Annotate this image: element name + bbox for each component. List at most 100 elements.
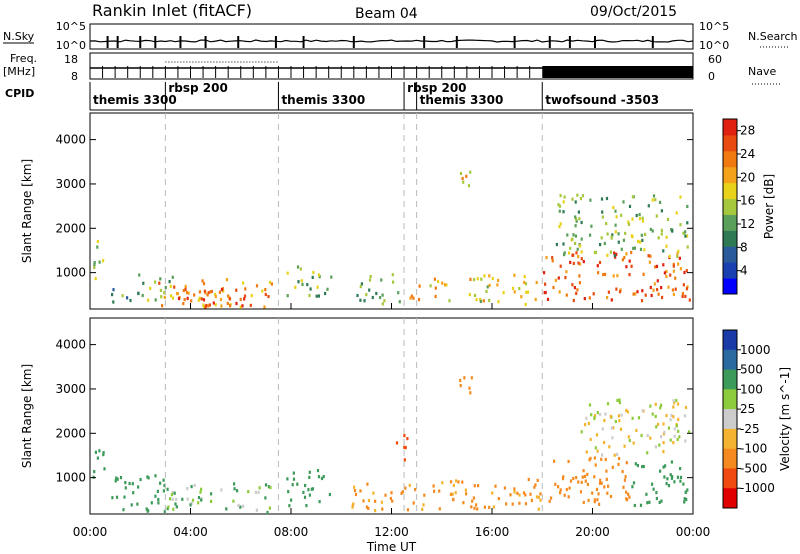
data-cell xyxy=(164,285,167,290)
velocity-colorbar-frame xyxy=(722,329,738,509)
data-cell xyxy=(102,259,105,263)
data-cell xyxy=(203,289,206,293)
data-cell xyxy=(596,498,599,502)
data-cell xyxy=(454,491,457,495)
data-cell xyxy=(605,477,608,481)
cpid-segment-label: rbsp 200 xyxy=(168,81,227,95)
data-cell xyxy=(676,437,679,442)
data-cell xyxy=(589,233,592,237)
data-cell xyxy=(551,256,554,260)
data-cell xyxy=(609,414,612,419)
data-cell xyxy=(365,505,369,509)
data-cell xyxy=(142,281,145,285)
data-cell xyxy=(654,414,657,418)
data-cell xyxy=(503,486,506,490)
data-cell xyxy=(557,203,560,207)
data-cell xyxy=(679,479,682,483)
data-cell xyxy=(648,260,651,264)
data-cell xyxy=(477,484,480,488)
data-cell xyxy=(537,495,540,499)
data-cell xyxy=(235,301,238,306)
data-cell xyxy=(229,304,232,308)
data-cell xyxy=(563,251,566,255)
data-cell xyxy=(543,291,546,295)
strip-traces xyxy=(89,36,694,78)
velocity-colorbar-swatch xyxy=(723,389,737,410)
cpid-segment-label: themis 3300 xyxy=(93,93,177,107)
data-cell xyxy=(552,285,555,290)
data-cell xyxy=(628,204,632,208)
data-cell xyxy=(302,490,305,494)
data-cell xyxy=(124,481,127,485)
data-cell xyxy=(397,291,400,295)
data-cell xyxy=(363,299,366,303)
data-cell xyxy=(157,501,160,505)
cpid-segment-label: twofsound -3503 xyxy=(545,93,659,107)
data-cell xyxy=(129,298,132,303)
data-cell xyxy=(598,502,601,506)
data-cell xyxy=(412,296,415,300)
data-cell xyxy=(533,485,536,489)
data-cell xyxy=(576,193,579,197)
data-cell xyxy=(597,492,600,496)
data-cell xyxy=(580,480,583,484)
nsky-trace xyxy=(89,39,694,43)
data-cell xyxy=(593,416,596,420)
data-cell xyxy=(577,261,580,265)
data-cell xyxy=(672,415,675,419)
data-cell xyxy=(569,479,573,483)
data-cell xyxy=(667,484,671,488)
data-cell xyxy=(683,500,686,504)
data-cell xyxy=(202,282,206,286)
data-cell xyxy=(656,422,660,426)
data-cell xyxy=(679,467,682,471)
data-cell xyxy=(677,249,680,253)
data-cell xyxy=(239,297,242,302)
data-cell xyxy=(111,496,114,500)
nsky-label: N.Sky xyxy=(3,30,35,43)
data-cell xyxy=(553,459,556,463)
data-cell xyxy=(654,265,657,269)
data-cell xyxy=(612,205,615,210)
x-tick-label: 16:00 xyxy=(475,525,510,539)
data-cell xyxy=(237,503,240,507)
data-cell xyxy=(677,402,680,406)
data-cell xyxy=(210,499,213,503)
data-cell xyxy=(469,170,472,174)
data-cell xyxy=(96,456,99,460)
data-cell xyxy=(588,458,591,462)
data-cell xyxy=(584,423,587,427)
data-cell xyxy=(351,505,354,509)
data-cell xyxy=(476,507,479,511)
data-cell xyxy=(186,296,189,300)
data-cell xyxy=(475,503,478,507)
data-cell xyxy=(618,401,621,405)
data-cell xyxy=(632,481,636,485)
data-cell xyxy=(665,244,668,248)
data-cell xyxy=(473,293,477,297)
data-cell xyxy=(674,287,677,291)
freq-tick-bottom: 8 xyxy=(71,70,78,83)
data-cell xyxy=(190,299,193,303)
data-cell xyxy=(559,264,562,268)
data-cell xyxy=(530,498,533,502)
data-cell xyxy=(175,505,178,509)
data-cell xyxy=(661,295,664,300)
data-cell xyxy=(383,299,386,303)
data-cell xyxy=(666,477,669,481)
data-cell xyxy=(432,484,435,488)
data-cell xyxy=(177,296,181,301)
data-cell xyxy=(161,304,164,308)
data-cell xyxy=(485,289,488,294)
data-cell xyxy=(486,285,489,289)
data-cell xyxy=(539,498,542,502)
data-cell xyxy=(479,297,482,302)
data-cell xyxy=(572,261,575,265)
data-cell xyxy=(565,293,568,297)
data-cell xyxy=(488,274,491,278)
data-cell xyxy=(563,195,566,199)
data-cell xyxy=(642,464,645,469)
data-cell xyxy=(673,401,676,405)
data-cell xyxy=(596,411,599,415)
data-cell xyxy=(639,247,643,251)
